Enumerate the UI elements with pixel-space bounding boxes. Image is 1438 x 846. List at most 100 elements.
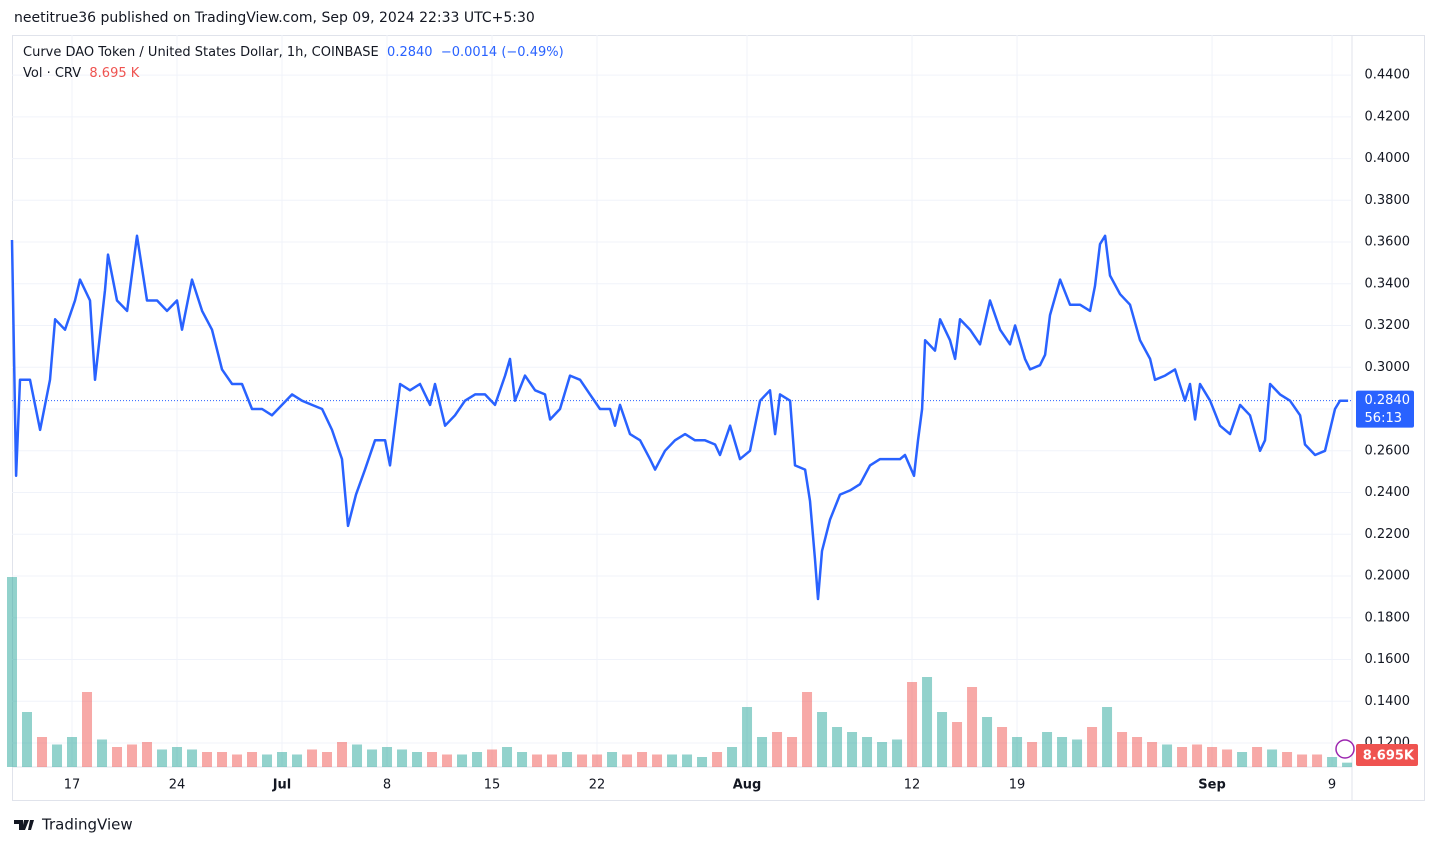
volume-bar (292, 754, 303, 767)
volume-bar (1102, 707, 1113, 767)
volume-bar (1057, 737, 1068, 767)
volume-bar (232, 754, 243, 767)
y-tick-label: 0.2200 (1365, 527, 1411, 542)
volume-bar (457, 754, 468, 767)
volume-bar (367, 749, 378, 767)
y-tick-label: 0.2400 (1365, 485, 1411, 500)
volume-bar (922, 677, 933, 767)
y-tick-label: 0.3400 (1365, 276, 1411, 291)
volume-bar (397, 749, 408, 767)
y-tick-label: 0.2600 (1365, 443, 1411, 458)
volume-bar (997, 727, 1008, 767)
x-tick-label: 15 (484, 778, 501, 793)
volume-name: Vol · CRV (23, 66, 82, 81)
volume-bar (1012, 737, 1023, 767)
y-tick-label: 0.3800 (1365, 193, 1411, 208)
volume-bar (277, 752, 288, 767)
price-tag-label: 0.2840 (1365, 393, 1411, 408)
volume-bar (1177, 747, 1188, 767)
volume-bar (802, 692, 813, 767)
volume-bar (1162, 744, 1173, 767)
volume-bar (1072, 739, 1083, 767)
volume-bar (127, 744, 138, 767)
volume-bar (937, 712, 948, 767)
volume-bar (322, 752, 333, 767)
volume-bar (637, 752, 648, 767)
chart-frame (12, 35, 1425, 801)
y-tick-label: 0.1400 (1365, 694, 1411, 709)
volume-bar (682, 754, 693, 767)
title: Curve DAO Token / United States Dollar, … (23, 45, 379, 60)
volume-bar (1342, 762, 1353, 767)
grid (12, 35, 1352, 767)
volume-bar (1312, 754, 1323, 767)
volume-bar (622, 754, 633, 767)
volume-bar (1147, 742, 1158, 767)
volume-bar (1327, 757, 1338, 767)
volume-bar (787, 737, 798, 767)
volume-bar (607, 752, 618, 767)
volume-bar (142, 742, 153, 767)
volume-bar (307, 749, 318, 767)
volume-bar (757, 737, 768, 767)
volume-bar (1222, 749, 1233, 767)
y-tick-label: 0.2000 (1365, 569, 1411, 584)
volume-bar (1192, 744, 1203, 767)
volume-bar (247, 752, 258, 767)
volume-bar (1117, 732, 1128, 767)
volume-bar (667, 754, 678, 767)
alert-icon (1335, 739, 1355, 759)
y-tick-label: 0.1600 (1365, 652, 1411, 667)
logo (14, 820, 34, 830)
volume-bar (37, 737, 48, 767)
volume-bar (847, 732, 858, 767)
price-line (10, 234, 1349, 601)
volume-bar (352, 744, 363, 767)
volume-last: 8.695 K (89, 66, 140, 81)
change: −0.0014 (−0.49%) (440, 45, 564, 60)
y-tick-label: 0.4400 (1365, 68, 1411, 83)
x-tick-label: 12 (904, 778, 921, 793)
volume-bar (337, 742, 348, 767)
volume-bar (67, 737, 78, 767)
volume-bar (382, 747, 393, 767)
volume-bar (742, 707, 753, 767)
volume-bar (52, 744, 63, 767)
volume-bar (772, 732, 783, 767)
x-tick-label: 19 (1009, 778, 1026, 793)
volume-bar (817, 712, 828, 767)
volume-tag-label: 8.695K (1363, 749, 1415, 764)
volume-bar (157, 749, 168, 767)
y-tick-label: 0.3000 (1365, 360, 1411, 375)
x-tick-label: 22 (589, 778, 606, 793)
volume-bar (652, 754, 663, 767)
y-tick-label: 0.3600 (1365, 235, 1411, 250)
volume-bar (592, 754, 603, 767)
y-tick-label: 0.4000 (1365, 151, 1411, 166)
volume-legend: Vol · CRV 8.695 K (23, 66, 139, 81)
volume-bar (697, 757, 708, 767)
volume-bar (952, 722, 963, 767)
x-tick-label: Aug (733, 778, 762, 793)
last-price: 0.2840 (387, 45, 433, 60)
volume-bar (1027, 742, 1038, 767)
volume-bar (1087, 727, 1098, 767)
volume-bar (217, 752, 228, 767)
volume-bar (502, 747, 513, 767)
price-tag (1356, 390, 1414, 428)
brand: TradingView (41, 816, 133, 834)
x-tick-label: 17 (64, 778, 81, 793)
volume-bar (427, 752, 438, 767)
y-tick-label: 0.1800 (1365, 610, 1411, 625)
volume-bar (907, 682, 918, 767)
volume-bar (487, 749, 498, 767)
publish-note: neetitrue36 published on TradingView.com… (14, 10, 535, 26)
volume-bar (1207, 747, 1218, 767)
y-tick-label: 0.4200 (1365, 109, 1411, 124)
chart-title: Curve DAO Token / United States Dollar, … (23, 45, 564, 60)
volume-bar (7, 577, 17, 767)
volume-tag (1356, 744, 1418, 766)
volume-bar (1282, 752, 1293, 767)
